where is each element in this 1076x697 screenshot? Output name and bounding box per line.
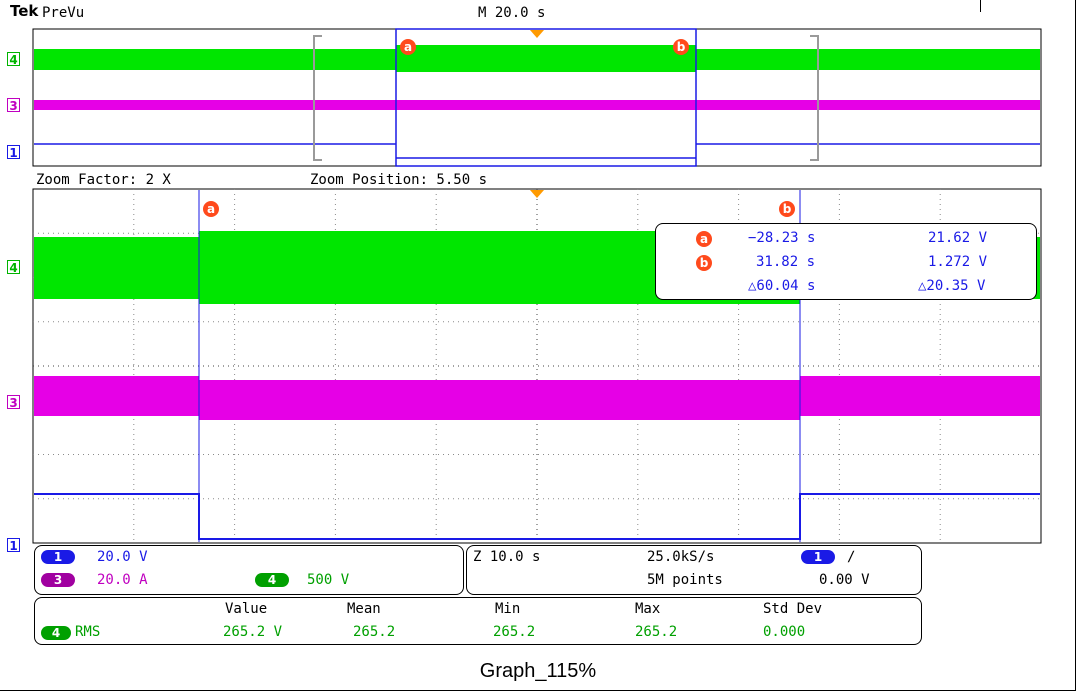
meas-min: 265.2 <box>493 624 536 640</box>
acquisition-mode: PreVu <box>42 5 85 21</box>
ch4-badge[interactable]: 4 <box>255 573 289 587</box>
readout-cursor-a-icon: a <box>696 231 712 247</box>
ch1-zoom-marker[interactable]: 1 <box>7 538 20 553</box>
cursor-readout: a −28.23 s 21.62 V b 31.82 s 1.272 V △60… <box>655 223 1037 300</box>
brand-logo: Tek <box>10 2 39 20</box>
record-length[interactable]: 5M points <box>647 572 723 588</box>
ch3-scale[interactable]: 20.0 A <box>97 572 148 588</box>
meas-source-badge[interactable]: 4 <box>41 626 71 640</box>
channel-settings-panel[interactable]: 1 20.0 V 3 20.0 A 4 500 V <box>34 545 464 595</box>
main-timebase: M 20.0 s <box>478 5 546 21</box>
overview-waveform[interactable] <box>0 20 1076 175</box>
meas-value: 265.2 V <box>223 624 283 640</box>
readout-cursor-b-icon: b <box>696 255 712 271</box>
zoom-timebase[interactable]: Z 10.0 s <box>473 549 541 565</box>
trigger-position-icon <box>530 190 544 198</box>
meas-header-value: Value <box>225 601 268 617</box>
ch1-badge[interactable]: 1 <box>41 550 75 564</box>
ch3-trace-pre <box>34 376 199 416</box>
meas-stddev: 0.000 <box>763 624 806 640</box>
ch4-trace-pre <box>34 237 199 299</box>
meas-header-mean: Mean <box>347 601 381 617</box>
zoom-factor: Zoom Factor: 2 X <box>36 172 171 188</box>
meas-mean: 265.2 <box>353 624 396 640</box>
ch4-scale[interactable]: 500 V <box>307 572 350 588</box>
cursor-a-icon[interactable]: a <box>203 201 219 217</box>
bottom-rule <box>0 690 1076 691</box>
ch1-scale[interactable]: 20.0 V <box>97 549 148 565</box>
trigger-source-badge[interactable]: 1 <box>801 550 835 564</box>
ch1-overview-marker[interactable]: 1 <box>7 145 20 160</box>
trigger-slope-icon[interactable]: ∕ <box>847 549 856 565</box>
cursor-b-icon[interactable]: b <box>779 201 795 217</box>
cursor-b-overview-icon[interactable]: b <box>673 39 689 55</box>
ch3-overview-marker[interactable]: 3 <box>7 98 20 113</box>
trigger-marker-icon <box>530 30 544 38</box>
ch3-trace-mid <box>199 380 800 420</box>
cursor-b-value: 1.272 V <box>928 254 988 270</box>
ch4-zoom-marker[interactable]: 4 <box>7 260 20 275</box>
top-divider <box>980 0 981 12</box>
sample-rate: 25.0kS/s <box>647 549 715 565</box>
ch4-overview-marker[interactable]: 4 <box>7 52 20 67</box>
meas-header-max: Max <box>635 601 661 617</box>
cursor-a-time: −28.23 s <box>748 230 816 246</box>
zoom-position: Zoom Position: 5.50 s <box>310 172 488 188</box>
cursor-b-time: 31.82 s <box>756 254 816 270</box>
cursor-a-value: 21.62 V <box>928 230 988 246</box>
measurement-panel[interactable]: Value Mean Min Max Std Dev 4 RMS 265.2 V… <box>34 597 922 645</box>
ch3-trace-post <box>800 376 1040 416</box>
acquisition-panel[interactable]: Z 10.0 s 25.0kS/s 5M points 1 ∕ 0.00 V <box>466 545 922 595</box>
meas-header-min: Min <box>495 601 521 617</box>
meas-max: 265.2 <box>635 624 678 640</box>
ch1-trace <box>34 493 1040 540</box>
cursor-a-overview-icon[interactable]: a <box>400 39 416 55</box>
figure-caption: Graph_115% <box>479 660 597 682</box>
ch3-badge[interactable]: 3 <box>41 573 75 587</box>
ch3-zoom-marker[interactable]: 3 <box>7 395 20 410</box>
meas-header-stddev: Std Dev <box>763 601 823 617</box>
trigger-level[interactable]: 0.00 V <box>819 572 870 588</box>
meas-type[interactable]: RMS <box>75 624 101 640</box>
cursor-delta-time: △60.04 s <box>748 278 816 294</box>
cursor-delta-value: △20.35 V <box>918 278 986 294</box>
